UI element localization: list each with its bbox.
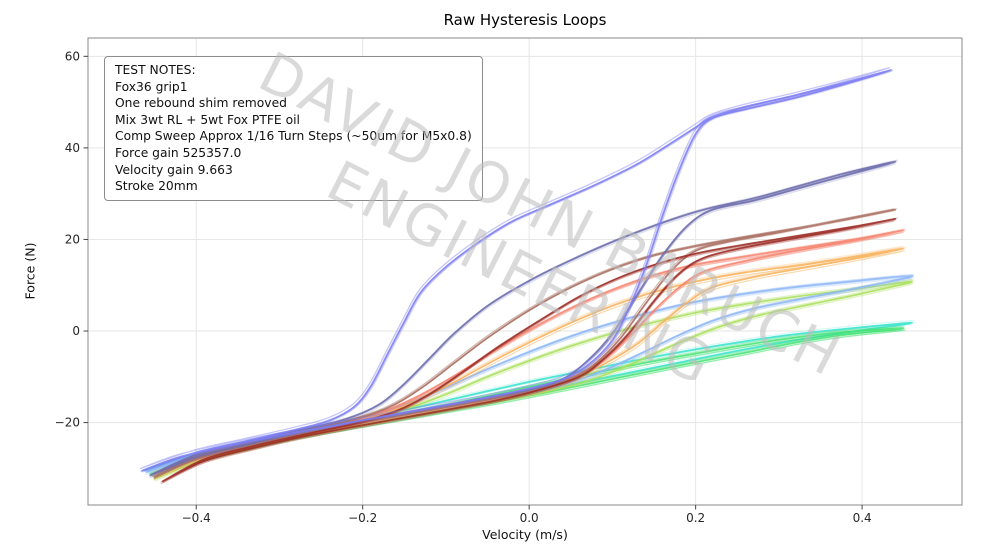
series-path-loop-green <box>149 326 904 473</box>
notes-line: Fox36 grip1 <box>115 79 188 94</box>
x-tick-label: 0.0 <box>520 511 539 525</box>
notes-line: TEST NOTES: <box>115 63 196 77</box>
notes-line: Force gain 525357.0 <box>115 145 242 160</box>
notes-line: Comp Sweep Approx 1/16 Turn Steps (~50um… <box>115 129 472 144</box>
series-path-loop-yellowgreen <box>153 280 913 480</box>
y-tick-label: 20 <box>65 232 80 246</box>
series-path-loop-slateblue <box>151 160 898 476</box>
x-tick-label: −0.2 <box>348 511 377 525</box>
series-path-loop-slateblue <box>149 163 897 479</box>
series-path-loop-slateblue <box>150 161 898 477</box>
notes-line: One rebound shim removed <box>115 96 287 111</box>
series-path-loop-green <box>150 326 905 473</box>
series-path-loop-periwinkle <box>141 69 893 472</box>
chart-title: Raw Hysteresis Loops <box>443 11 607 29</box>
notes-line: Stroke 20mm <box>115 179 198 194</box>
series-path-loop-periwinkle <box>140 67 891 470</box>
y-axis-label: Force (N) <box>22 242 38 300</box>
series-path-loop-salmon <box>153 231 905 476</box>
series-path-loop-salmon <box>153 229 905 474</box>
series-path-loop-slateblue <box>148 162 896 478</box>
y-tick-label: −20 <box>55 416 80 430</box>
series-path-loop-firebrick <box>162 217 897 483</box>
x-axis-label: Velocity (m/s) <box>482 527 568 542</box>
x-tick-label: 0.2 <box>686 511 705 525</box>
x-tick-label: 0.4 <box>853 511 872 525</box>
series-path-loop-slateblue <box>149 161 896 476</box>
y-tick-label: 0 <box>72 324 80 338</box>
notes-line: Velocity gain 9.663 <box>115 162 233 177</box>
y-tick-label: 40 <box>65 141 80 155</box>
series-path-loop-firebrick <box>160 220 895 485</box>
series-path-loop-slateblue <box>149 160 897 477</box>
notes-line: Mix 3wt RL + 5wt Fox PTFE oil <box>115 112 300 127</box>
series-path-loop-firebrick <box>162 219 897 484</box>
series-path-loop-rosybrown <box>153 208 897 479</box>
series-path-loop-yellowgreen <box>154 283 914 482</box>
axes-spines <box>87 37 963 506</box>
series-path-loop-slateblue <box>151 159 898 475</box>
series-path-loop-green <box>149 327 905 475</box>
series-path-loop-periwinkle <box>139 66 891 469</box>
x-tick-label: −0.4 <box>182 511 211 525</box>
test-notes-box: TEST NOTES: Fox36 grip1 One rebound shim r… <box>104 56 483 201</box>
y-tick-label: 60 <box>65 49 80 63</box>
series-path-loop-salmon <box>153 232 904 476</box>
series-path-loop-green <box>149 328 904 476</box>
